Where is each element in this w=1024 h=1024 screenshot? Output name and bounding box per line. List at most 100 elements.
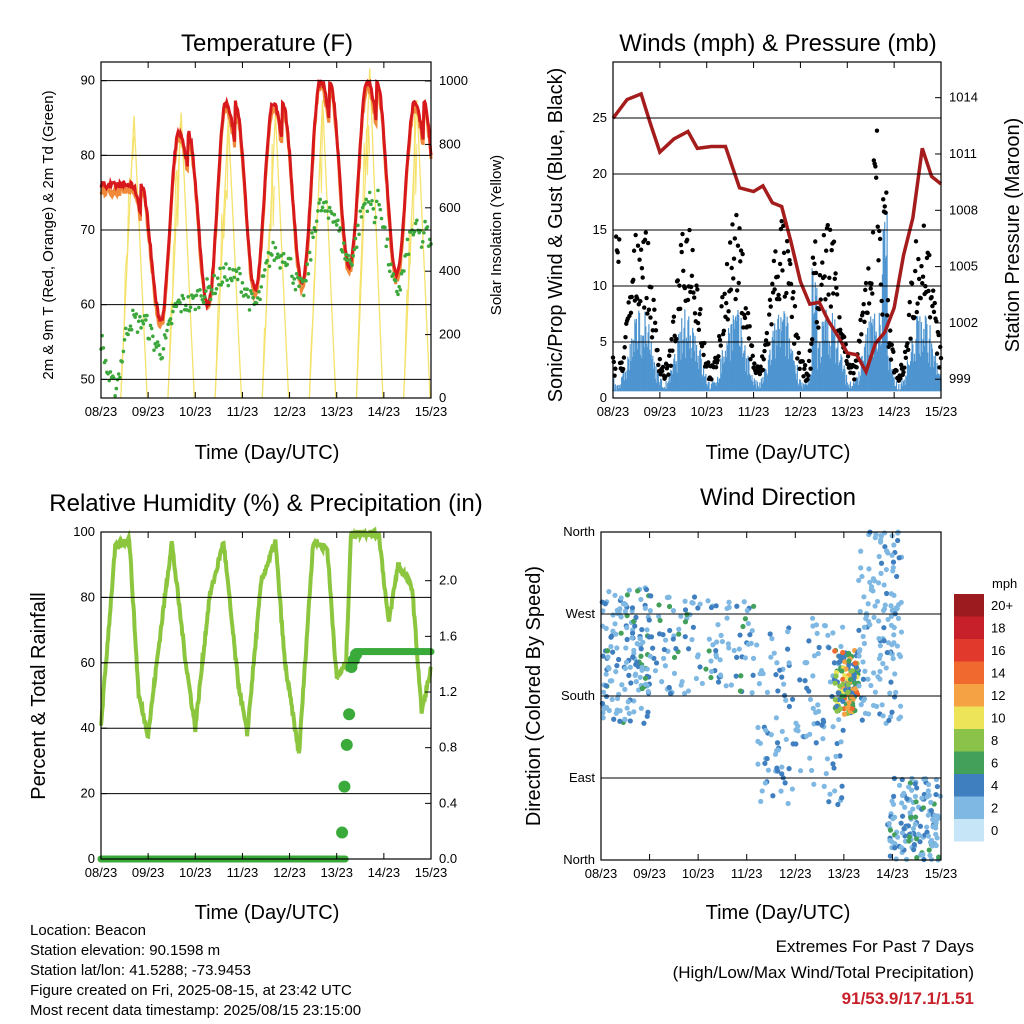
dewpoint-point [140, 319, 145, 323]
direction-point [810, 705, 816, 711]
dewpoint-point [244, 292, 248, 297]
dewpoint-point [121, 349, 126, 354]
dewpoint-point [161, 347, 166, 351]
colorbar-label: 6 [991, 756, 998, 771]
gust-point [841, 334, 847, 340]
temperature-xtick-label: 11/23 [227, 404, 259, 419]
direction-point [744, 608, 750, 614]
dewpoint-point [193, 307, 198, 312]
direction-point [833, 753, 839, 759]
direction-point [810, 673, 816, 679]
direction-point [878, 560, 885, 566]
gust-point [682, 285, 688, 291]
direction-point [742, 655, 748, 661]
direction-point [656, 631, 663, 637]
direction-ytick-label: West [566, 606, 596, 621]
dewpoint-point [246, 295, 251, 299]
dewpoint-point [353, 236, 358, 241]
direction-point [633, 679, 639, 685]
dewpoint-point [143, 318, 148, 322]
direction-point [937, 793, 943, 799]
direction-point [840, 727, 846, 733]
gust-point [827, 275, 832, 281]
direction-point [767, 631, 773, 637]
gust-point [913, 268, 918, 274]
direction-point [895, 530, 901, 536]
colorbar-label: 20+ [991, 598, 1013, 613]
gust-point [768, 304, 773, 309]
dewpoint-point [317, 201, 321, 205]
dewpoint-point [232, 275, 236, 280]
direction-point [897, 703, 904, 709]
direction-point [600, 710, 606, 716]
direction-point [876, 553, 882, 560]
gust-point [666, 372, 671, 377]
gust-point [719, 304, 724, 309]
direction-point [889, 642, 895, 648]
direction-point [929, 843, 936, 849]
direction-point [928, 808, 934, 814]
colorbar-swatch [954, 819, 984, 842]
direction-point [661, 655, 667, 661]
gust-point [929, 295, 934, 300]
direction-point [726, 599, 732, 605]
direction-point [920, 805, 927, 811]
gust-point [736, 280, 741, 286]
direction-point [868, 682, 874, 689]
gust-point [688, 284, 694, 290]
gust-point [725, 317, 730, 322]
direction-point [802, 678, 808, 684]
direction-point [783, 736, 789, 743]
gust-point [776, 292, 781, 298]
dewpoint-point [312, 225, 317, 230]
dewpoint-point [227, 266, 232, 271]
gust-point [695, 287, 700, 292]
direction-point [759, 788, 765, 794]
direction-point [887, 837, 893, 844]
direction-point [823, 771, 829, 777]
dewpoint-point [281, 251, 286, 256]
dewpoint-point [367, 190, 372, 195]
direction-point [703, 666, 709, 672]
gust-point [709, 377, 714, 382]
direction-point [895, 615, 902, 621]
direction-point [890, 559, 897, 565]
dewpoint-point [215, 276, 220, 280]
gust-point [734, 288, 740, 293]
direction-point [622, 665, 628, 672]
direction-point [872, 603, 878, 609]
direction-point [899, 800, 905, 806]
colorbar-swatch [954, 639, 984, 662]
direction-point [895, 537, 901, 544]
figure-created: Figure created on Fri, 2025-08-15, at 23… [30, 982, 352, 999]
gust-point [883, 210, 888, 215]
direction-point [715, 622, 721, 628]
direction-point [604, 648, 611, 654]
direction-point [897, 714, 904, 720]
direction-point [666, 684, 672, 691]
dewpoint-point [171, 309, 175, 314]
direction-point [815, 708, 822, 714]
dewpoint-point [292, 277, 297, 281]
direction-point [880, 607, 887, 614]
winds-xtick-label: 12/23 [784, 404, 817, 419]
direction-point [617, 718, 623, 724]
gust-point [767, 297, 773, 303]
gust-point [879, 298, 884, 304]
gust-point [762, 348, 767, 354]
direction-point [736, 646, 742, 652]
direction-point [779, 764, 785, 770]
direction-point [763, 727, 769, 733]
direction-point [765, 767, 772, 773]
speed-colorbar: mph 20+ 18 16 14 12 10 8 6 4 2 0 [954, 576, 1017, 842]
winds-ytick-label: 0 [600, 390, 607, 405]
humidity-ytick-right-label: 0.8 [439, 740, 457, 755]
direction-point [605, 654, 611, 660]
direction-point [849, 668, 855, 674]
direction-point [933, 825, 939, 831]
direction-point [626, 587, 632, 593]
dewpoint-point [327, 205, 332, 210]
dewpoint-point [377, 202, 381, 207]
direction-point [708, 658, 714, 664]
colorbar-label: 12 [991, 688, 1005, 703]
